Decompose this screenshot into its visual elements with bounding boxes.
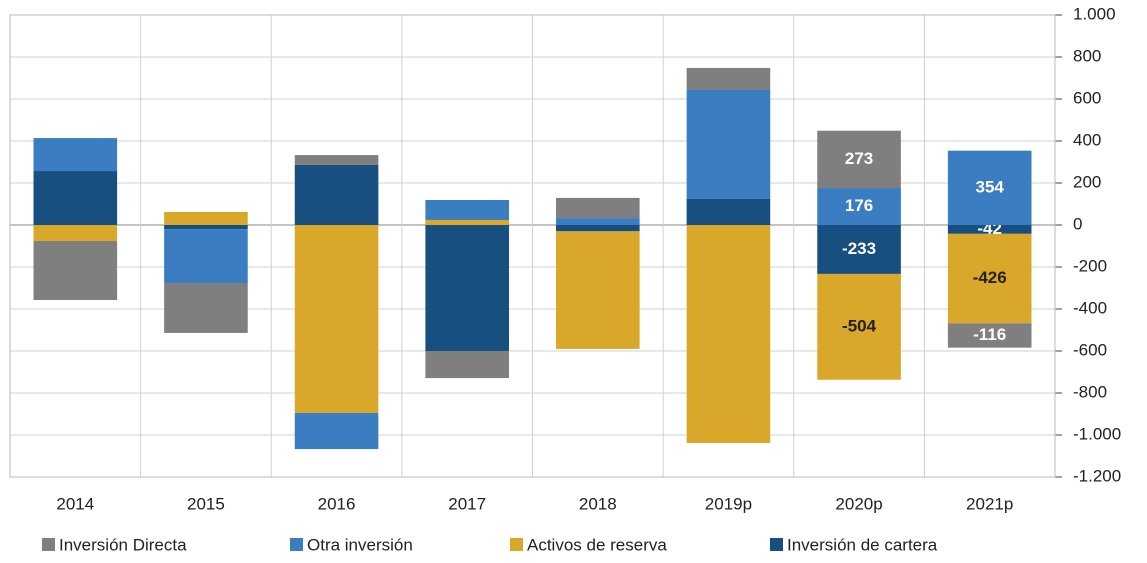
bar-segment: [947, 323, 1032, 348]
y-tick-label: 0: [1073, 214, 1082, 233]
bar-segment: [556, 225, 640, 232]
bar-segment: [947, 150, 1032, 225]
legend-swatch: [510, 538, 523, 551]
legend-swatch: [290, 538, 303, 551]
bar-segment: [686, 89, 771, 199]
y-tick-label: -200: [1073, 256, 1107, 275]
legend-label: Inversión Directa: [59, 535, 187, 554]
x-tick-label: 2021p: [966, 494, 1013, 513]
bar-segment: [164, 282, 248, 333]
bar-segment: [817, 273, 901, 380]
bar-segment: [33, 138, 118, 172]
bar-segment: [817, 225, 901, 274]
data-label: 176: [845, 196, 873, 215]
bar-segment: [686, 67, 771, 90]
y-tick-label: 600: [1073, 88, 1101, 107]
bar-segment: [947, 233, 1032, 324]
y-tick-label: -800: [1073, 382, 1107, 401]
data-label: -426: [973, 268, 1007, 287]
plot-border: [9, 14, 1056, 478]
x-tick-label: 2016: [318, 494, 356, 513]
bar-segment: [164, 211, 248, 225]
x-tick-label: 2014: [56, 494, 94, 513]
bar-segment: [556, 218, 640, 225]
bar-segment: [425, 200, 509, 220]
y-tick-label: -400: [1073, 298, 1107, 317]
bar-segment: [33, 171, 118, 225]
data-label: -116: [973, 325, 1006, 344]
bar-segment: [947, 225, 1032, 234]
bar-segment: [425, 225, 509, 351]
y-tick-label: 800: [1073, 46, 1101, 65]
y-tick-label: -1.200: [1073, 466, 1121, 485]
bar-segment: [686, 198, 771, 225]
data-label: 354: [976, 177, 1005, 196]
bar-segment: [425, 219, 509, 225]
bar-segment: [686, 225, 771, 443]
x-tick-label: 2015: [187, 494, 225, 513]
bar-segment: [294, 225, 379, 413]
y-tick-label: -1.000: [1073, 424, 1121, 443]
legend-label: Activos de reserva: [527, 535, 667, 554]
legend-label: Otra inversión: [307, 535, 413, 554]
bar-segment: [294, 155, 379, 165]
y-tick-label: 400: [1073, 130, 1101, 149]
bar-segment: [556, 197, 640, 219]
bar-segment: [817, 130, 901, 189]
legend-swatch: [770, 538, 783, 551]
data-label: -504: [842, 316, 877, 335]
x-tick-label: 2017: [448, 494, 486, 513]
y-tick-label: 200: [1073, 172, 1101, 191]
bar-segment: [33, 225, 118, 241]
y-tick-label: 1.000: [1073, 4, 1116, 23]
data-label: -233: [842, 239, 876, 258]
bar-segment: [817, 188, 901, 225]
legend-label: Inversión de cartera: [787, 535, 938, 554]
bar-segment: [33, 240, 118, 300]
x-tick-label: 2018: [579, 494, 617, 513]
x-tick-label: 2019p: [705, 494, 752, 513]
bar-segment: [164, 225, 248, 230]
bar-segment: [556, 231, 640, 349]
bar-segment: [425, 351, 509, 379]
bar-segment: [294, 164, 379, 225]
x-tick-label: 2020p: [835, 494, 882, 513]
bar-segment: [164, 229, 248, 283]
bar-segment: [294, 412, 379, 450]
legend-swatch: [42, 538, 55, 551]
y-tick-label: -600: [1073, 340, 1107, 359]
data-label: 273: [845, 149, 873, 168]
